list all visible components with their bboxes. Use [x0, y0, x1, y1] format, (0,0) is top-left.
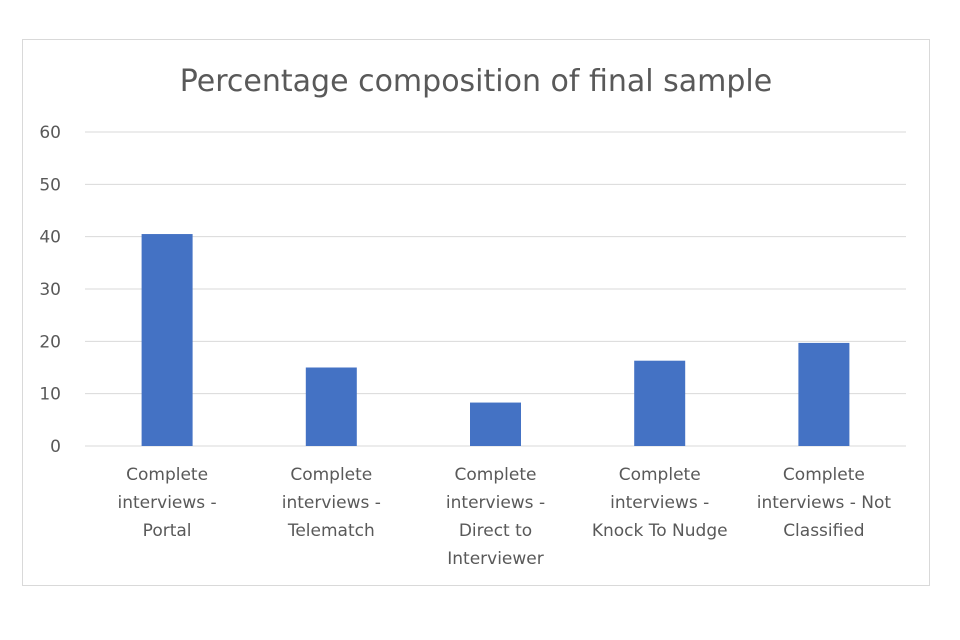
- x-category-label-line: Complete: [783, 465, 865, 485]
- y-tick-label: 50: [39, 175, 61, 195]
- x-category-label-line: Complete: [290, 465, 372, 485]
- x-category-label: Complete interviews - Not Classified: [757, 465, 892, 541]
- y-tick-label: 30: [39, 280, 61, 300]
- x-category-label: Complete interviews - Telematch: [282, 465, 381, 541]
- y-tick-label: 0: [50, 437, 61, 457]
- x-category-label-line: Direct to: [459, 521, 532, 541]
- y-tick-label: 20: [39, 332, 61, 352]
- x-category-label: Complete interviews - Knock To Nudge: [592, 465, 728, 541]
- y-tick-label: 40: [39, 228, 61, 248]
- x-category-label-line: Complete: [126, 465, 208, 485]
- x-category-label-line: interviews -: [118, 493, 217, 513]
- x-category-label-line: Portal: [143, 521, 192, 541]
- x-category-label-line: Classified: [783, 521, 864, 541]
- y-tick-label: 60: [39, 123, 61, 143]
- bar-2: [470, 402, 521, 446]
- x-category-label-line: Telematch: [287, 521, 375, 541]
- y-tick-label: 10: [39, 385, 61, 405]
- x-category-label: Complete interviews - Portal: [118, 465, 217, 541]
- x-category-label-line: Complete: [619, 465, 701, 485]
- x-category-label-line: Complete: [455, 465, 537, 485]
- chart-container: Percentage composition of final sample 0…: [22, 39, 930, 586]
- x-category-label: Complete interviews - Direct to Interviewer: [446, 465, 545, 569]
- bar-3: [634, 360, 686, 446]
- x-category-label-line: interviews -: [610, 493, 709, 513]
- chart-title: Percentage composition of final sample: [179, 64, 773, 99]
- bar-0: [141, 234, 193, 446]
- x-category-label-line: Knock To Nudge: [592, 521, 728, 541]
- x-category-label-line: Interviewer: [447, 549, 544, 569]
- x-category-label-line: interviews -: [446, 493, 545, 513]
- x-category-label-line: interviews -: [282, 493, 381, 513]
- bar-4: [798, 342, 850, 446]
- x-category-label-line: interviews - Not: [757, 493, 892, 513]
- bar-1: [305, 367, 357, 446]
